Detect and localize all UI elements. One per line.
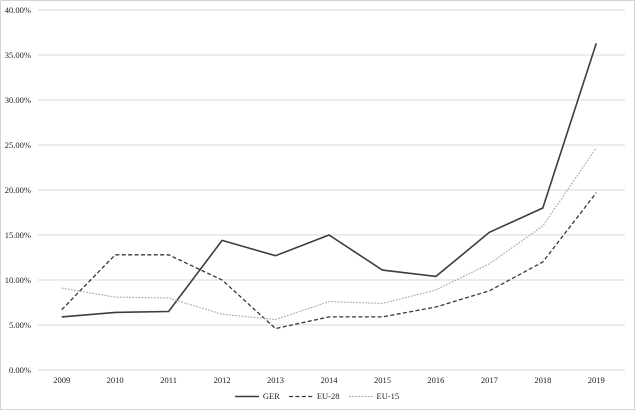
chart-border <box>0 0 635 410</box>
svg-text:2009: 2009 <box>53 375 70 385</box>
svg-text:25.00%: 25.00% <box>5 140 31 150</box>
svg-text:2011: 2011 <box>160 375 177 385</box>
legend-item-ger: GER <box>234 390 280 401</box>
gridlines <box>38 9 625 371</box>
svg-text:2015: 2015 <box>374 375 391 385</box>
series-lines <box>61 43 598 330</box>
legend: GER EU-28 EU-15 <box>0 390 634 402</box>
eu15-line-swatch <box>348 395 373 397</box>
legend-label-ger: GER <box>262 390 280 401</box>
legend-label-eu15: EU-15 <box>376 390 400 401</box>
svg-text:20.00%: 20.00% <box>5 185 31 195</box>
svg-text:10.00%: 10.00% <box>5 275 31 285</box>
svg-text:2014: 2014 <box>321 375 339 385</box>
legend-label-eu28: EU-28 <box>316 390 340 401</box>
legend-item-eu15: EU-15 <box>348 390 400 401</box>
ger-line-swatch <box>234 395 259 397</box>
svg-text:40.00%: 40.00% <box>5 5 31 15</box>
svg-text:30.00%: 30.00% <box>5 95 31 105</box>
svg-text:2017: 2017 <box>481 375 498 385</box>
svg-text:0.00%: 0.00% <box>9 365 31 375</box>
legend-item-eu28: EU-28 <box>288 390 340 401</box>
svg-text:2010: 2010 <box>107 375 124 385</box>
x-axis-tick-labels: 2009 2010 2011 2012 2013 2014 2015 2016 2017 2018… <box>53 375 605 385</box>
svg-text:2012: 2012 <box>214 375 231 385</box>
svg-text:2016: 2016 <box>427 375 444 385</box>
svg-text:2018: 2018 <box>534 375 551 385</box>
svg-text:15.00%: 15.00% <box>5 230 31 240</box>
svg-text:5.00%: 5.00% <box>9 320 31 330</box>
y-axis-tick-labels: 0.00% 5.00% 10.00% 15.00% 20.00% 25.00% 30.00%… <box>5 5 31 375</box>
svg-text:35.00%: 35.00% <box>5 50 31 60</box>
svg-text:2013: 2013 <box>267 375 284 385</box>
eu28-line-swatch <box>288 395 313 397</box>
svg-text:2019: 2019 <box>588 375 605 385</box>
